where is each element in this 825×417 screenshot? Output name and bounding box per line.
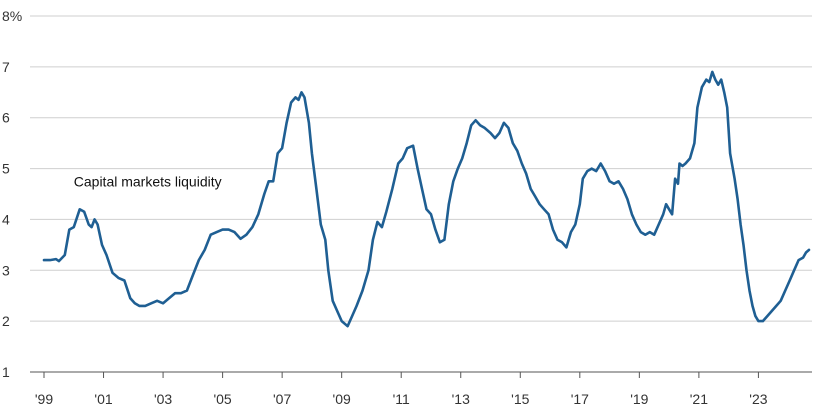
x-tick-label: '09 [333, 391, 351, 407]
x-tick-label: '07 [273, 391, 291, 407]
series-annotation-label: Capital markets liquidity [74, 173, 222, 189]
x-tick-labels: '99 '01 '03 '05 '07 '09 '11 '13 '15 '17 '19 '21 '23 [35, 391, 768, 407]
x-tick-label: '19 [630, 391, 648, 407]
x-tick-label: '21 [690, 391, 708, 407]
x-tick-label: '99 [35, 391, 53, 407]
series-line-capital-markets-liquidity [42, 70, 811, 328]
x-tick-label: '03 [154, 391, 172, 407]
y-tick-label: 3 [2, 262, 10, 278]
y-tick-labels: 1 2 3 4 5 6 7 8% [2, 8, 22, 380]
x-tick-label: '15 [511, 391, 529, 407]
x-tick-label: '23 [749, 391, 767, 407]
x-tick-label: '11 [393, 391, 410, 407]
y-tick-label: 5 [2, 161, 10, 177]
y-tick-label: 2 [2, 313, 10, 329]
y-tick-label: 7 [2, 59, 10, 75]
gridlines [30, 15, 812, 322]
x-axis [30, 371, 812, 378]
y-tick-label: 4 [2, 211, 10, 227]
x-tick-label: '01 [94, 391, 112, 407]
y-tick-label: 8% [2, 8, 22, 24]
y-tick-label: 6 [2, 110, 10, 126]
x-tick-label: '05 [213, 391, 231, 407]
x-tick-label: '17 [571, 391, 589, 407]
x-tick-label: '13 [452, 391, 470, 407]
y-tick-label: 1 [2, 364, 10, 380]
series-layer [42, 70, 811, 328]
